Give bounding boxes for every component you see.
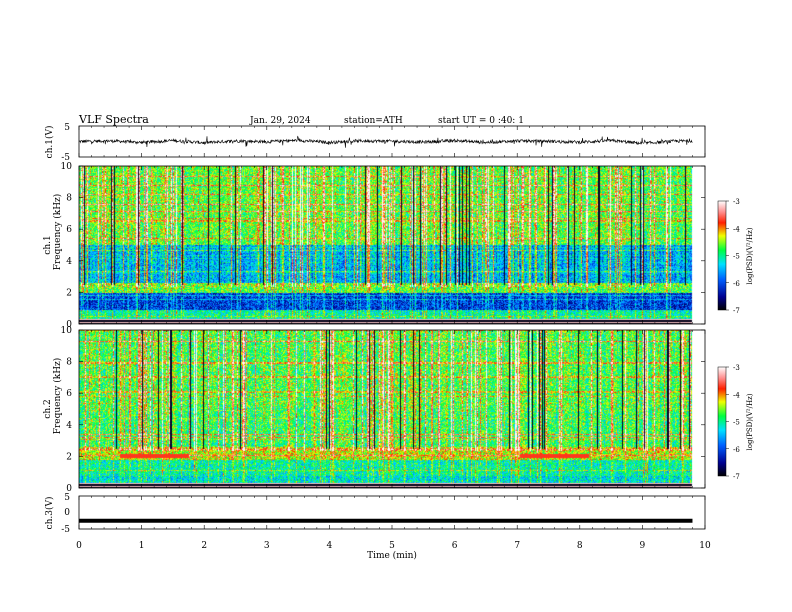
frequency-tick-label: 0 [66, 320, 72, 330]
frequency-tick-label: 2 [66, 288, 72, 298]
colorbar-tick-label: -5 [733, 253, 740, 261]
waveform-ch1-ytick-top: 5 [64, 123, 70, 133]
time-axis-tick-label: 6 [452, 541, 458, 551]
time-axis-label: Time (min) [367, 550, 417, 561]
colorbar-ch2: -3 -4 -5 -6 -7 log(PSD)(V²/Hz) [717, 364, 754, 481]
colorbar-ch1: -3 -4 -5 -6 -7 log(PSD)(V²/Hz) [717, 198, 754, 315]
frequency-tick-label: 8 [66, 358, 72, 368]
time-axis-tick-label: 10 [699, 541, 711, 551]
colorbar-tick-label: -5 [733, 419, 740, 427]
colorbar-tick-label: -4 [733, 391, 740, 399]
time-axis-tick-label: 7 [514, 541, 520, 551]
waveform-ch3-panel: 5 0 -5 ch.3(V) [44, 493, 706, 535]
colorbar-tick-label: -4 [733, 225, 740, 233]
colorbar-ch1-label: log(PSD)(V²/Hz) [746, 227, 754, 284]
colorbar-tick-label: -7 [733, 473, 740, 481]
time-axis: 0 1 2 3 4 5 6 7 8 9 10 [76, 126, 711, 551]
spectrogram-ch1-panel: 0 2 4 6 8 10 ch.1 Frequency (kHz) [43, 162, 706, 330]
waveform-ch1-ylabel: ch.1(V) [44, 126, 55, 159]
colorbar-tick-label: -7 [733, 307, 740, 315]
frequency-tick-label: 0 [66, 484, 72, 494]
time-axis-tick-label: 3 [264, 541, 270, 551]
waveform-ch3-ytick-bottom: -5 [61, 525, 70, 535]
frequency-tick-label: 4 [66, 421, 72, 431]
waveform-ch3-ytick-mid: 0 [64, 508, 70, 518]
date-label: Jan. 29, 2024 [249, 116, 311, 126]
spectrogram-ch1-image [79, 166, 705, 324]
time-axis-tick-label: 0 [76, 541, 82, 551]
waveform-ch3-ylabel: ch.3(V) [44, 497, 55, 530]
frequency-tick-label: 8 [66, 194, 72, 204]
spectrogram-ch2-panel: 0 2 4 6 8 10 ch.2 Frequency (kHz) [43, 326, 706, 494]
time-axis-tick-label: 1 [139, 541, 145, 551]
colorbar-ch2-label: log(PSD)(V²/Hz) [746, 393, 754, 450]
frequency-tick-label: 2 [66, 452, 72, 462]
time-axis-tick-label: 5 [389, 541, 395, 551]
frequency-tick-label: 6 [66, 389, 72, 399]
spectrogram-ch2-image [79, 330, 705, 488]
frequency-tick-label: 10 [61, 162, 73, 172]
spectrogram-ch1-ylabel: Frequency (kHz) [52, 194, 63, 271]
frequency-tick-label: 4 [66, 257, 72, 267]
station-label: station=ATH [344, 116, 403, 126]
waveform-ch1-line [79, 135, 693, 148]
colorbar-tick-label: -3 [733, 198, 740, 206]
time-axis-tick-label: 9 [640, 541, 646, 551]
time-axis-tick-label: 4 [327, 541, 333, 551]
waveform-ch1-ytick-bottom: -5 [61, 153, 70, 163]
spectrogram-ch1-channel-label: ch.1 [43, 235, 53, 254]
spectrogram-ch2-ylabel: Frequency (kHz) [52, 358, 63, 435]
colorbar-tick-label: -3 [733, 364, 740, 372]
waveform-ch1-panel: 5 -5 ch.1(V) [44, 123, 706, 163]
start-time-label: start UT = 0 :40: 1 [438, 116, 524, 126]
frequency-tick-label: 6 [66, 225, 72, 235]
figure-title: VLF Spectra [78, 113, 149, 126]
waveform-ch3-ytick-top: 5 [64, 493, 70, 503]
time-axis-tick-label: 2 [201, 541, 207, 551]
time-axis-tick-label: 8 [577, 541, 583, 551]
colorbar-tick-label: -6 [733, 280, 740, 288]
colorbar-tick-label: -6 [733, 446, 740, 454]
spectrogram-ch2-channel-label: ch.2 [43, 399, 53, 418]
frequency-tick-label: 10 [61, 326, 73, 336]
